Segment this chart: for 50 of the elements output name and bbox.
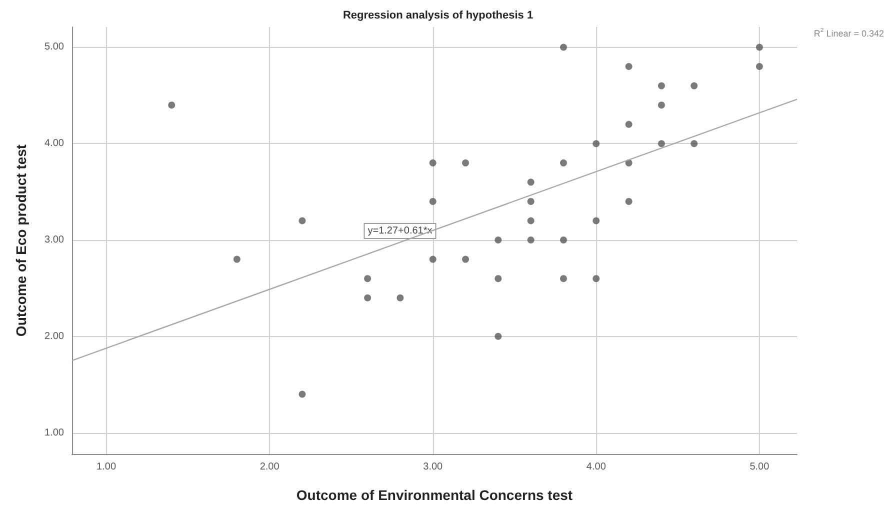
y-tick-label: 3.00 xyxy=(44,234,64,246)
point xyxy=(364,275,372,282)
x-tick-label: 1.00 xyxy=(96,462,116,472)
point xyxy=(560,159,567,166)
point xyxy=(592,275,600,282)
point xyxy=(592,140,600,148)
point xyxy=(690,140,698,148)
x-tick-label: 3.00 xyxy=(423,462,444,472)
y-tick-label: 1.00 xyxy=(44,427,64,438)
point xyxy=(756,44,763,51)
point xyxy=(364,294,372,302)
point xyxy=(560,44,567,51)
point xyxy=(560,275,567,282)
x-axis-title: Outcome of Environmental Concerns test xyxy=(296,487,573,503)
point xyxy=(462,256,470,263)
point xyxy=(527,178,534,186)
x-tick-label: 2.00 xyxy=(260,462,280,472)
point xyxy=(494,236,502,244)
y-tick-label: 5.00 xyxy=(44,42,64,53)
point xyxy=(429,159,436,166)
point xyxy=(625,198,632,205)
point xyxy=(592,217,600,224)
y-tick-label: 2.00 xyxy=(44,330,64,342)
point xyxy=(560,236,567,244)
point xyxy=(494,275,502,282)
y-tick-label: 4.00 xyxy=(44,138,64,150)
point xyxy=(527,217,534,224)
point xyxy=(462,159,470,166)
point xyxy=(429,198,436,205)
point xyxy=(298,390,306,398)
chart-title: Regression analysis of hypothesis 1 xyxy=(342,10,534,22)
point xyxy=(690,82,698,90)
point xyxy=(429,256,436,263)
point xyxy=(168,102,176,109)
point xyxy=(233,256,240,263)
annotation: y=1.27+0.61*x xyxy=(368,226,432,236)
point xyxy=(494,332,502,340)
point xyxy=(625,63,632,70)
x-tick-label: 5.00 xyxy=(750,462,770,472)
point xyxy=(298,217,306,224)
point xyxy=(756,63,763,70)
point xyxy=(527,198,534,205)
y-axis-title: Outcome of Eco product test xyxy=(13,144,29,337)
x-tick-label: 4.00 xyxy=(586,462,606,472)
point xyxy=(658,140,665,148)
point xyxy=(658,102,665,109)
point xyxy=(625,120,632,128)
point xyxy=(527,236,534,244)
point xyxy=(396,294,404,302)
point xyxy=(658,82,665,90)
